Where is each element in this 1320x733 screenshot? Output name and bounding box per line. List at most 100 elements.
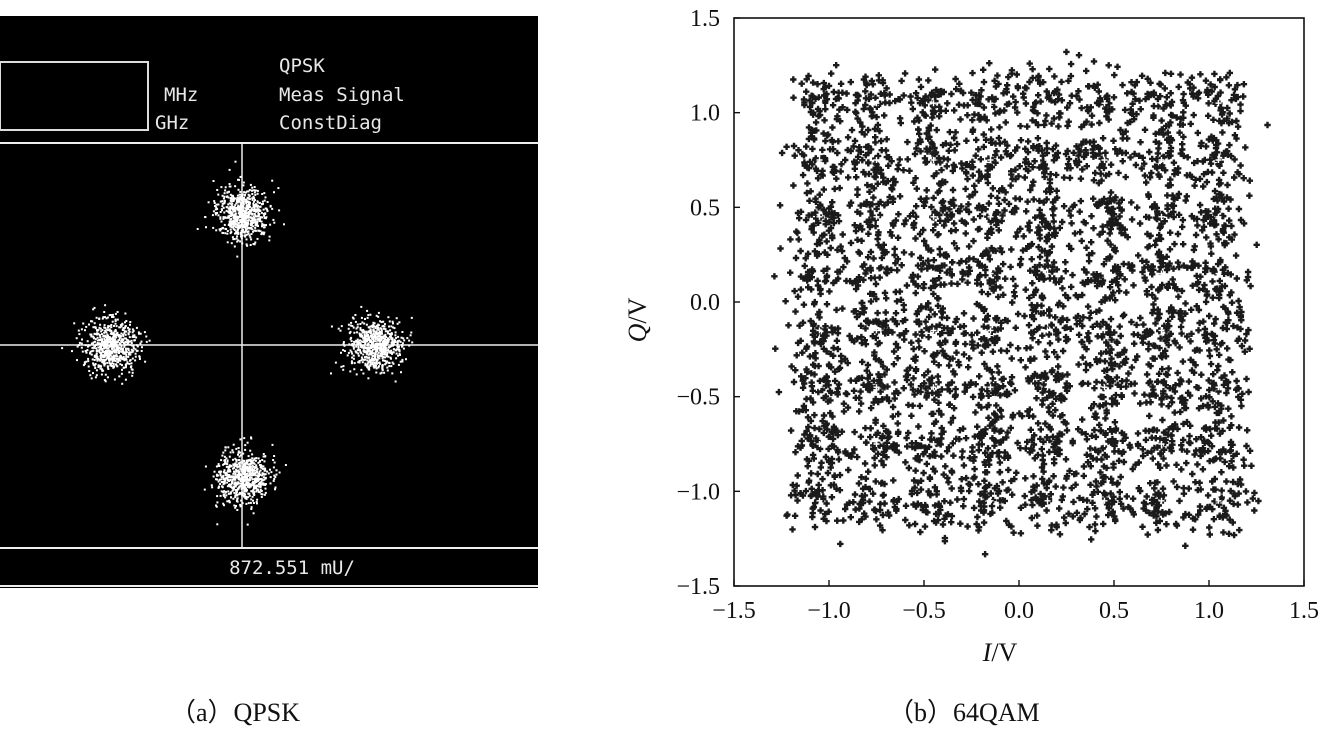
qam64-sample-point	[814, 282, 822, 289]
qpsk-sample-point	[360, 335, 363, 338]
qpsk-sample-point	[245, 490, 248, 493]
qam64-sample-point	[918, 434, 926, 441]
qam64-sample-point	[925, 313, 933, 321]
qam64-sample-point	[953, 245, 961, 252]
qam64-sample-point	[814, 81, 821, 88]
qpsk-sample-point	[387, 349, 390, 352]
qpsk-sample-point	[349, 324, 352, 327]
qpsk-sample-point	[238, 210, 241, 213]
qpsk-sample-point	[110, 332, 113, 335]
qam64-sample-point	[794, 472, 801, 479]
qam64-sample-point	[948, 485, 955, 492]
qam64-sample-point	[820, 337, 827, 345]
qpsk-sample-point	[261, 200, 264, 203]
qam64-sample-point	[909, 271, 917, 279]
qam64-sample-point	[827, 409, 834, 417]
qpsk-sample-point	[244, 211, 247, 214]
qpsk-sample-point	[251, 453, 254, 456]
qpsk-sample-point	[223, 199, 226, 202]
qam64-sample-point	[872, 223, 879, 230]
qam64-sample-point	[857, 388, 864, 395]
qpsk-sample-point	[375, 332, 378, 334]
qpsk-sample-point	[355, 351, 358, 354]
qpsk-sample-point	[143, 331, 146, 334]
qam64-sample-point	[994, 326, 1002, 333]
qpsk-sample-point	[371, 334, 374, 337]
qpsk-sample-point	[353, 342, 356, 345]
qam64-sample-point	[866, 218, 873, 226]
qam64-sample-point	[928, 203, 935, 211]
qpsk-sample-point	[373, 330, 376, 333]
qpsk-sample-point	[382, 337, 385, 340]
qam64-sample-point	[966, 487, 973, 495]
qam64-sample-point	[872, 134, 879, 141]
qpsk-sample-point	[230, 231, 233, 233]
qpsk-sample-point	[256, 498, 259, 501]
qpsk-sample-point	[347, 351, 350, 354]
analyzer-screen-bg	[0, 16, 538, 588]
qam64-sample-point	[889, 329, 896, 336]
qam64-sample-point	[917, 528, 924, 536]
qam64-sample-point	[873, 431, 880, 438]
qam64-sample-point	[926, 453, 933, 460]
qam64-sample-point	[944, 100, 951, 107]
qam64-sample-point	[941, 262, 948, 269]
qam64-sample-point	[1049, 412, 1057, 419]
qpsk-sample-point	[252, 499, 254, 502]
qam64-sample-point	[851, 428, 858, 436]
qpsk-sample-point	[393, 327, 396, 330]
qam64-sample-point	[1058, 496, 1065, 504]
qpsk-sample-point	[363, 333, 366, 336]
qpsk-sample-point	[357, 342, 360, 345]
qpsk-sample-point	[342, 368, 345, 371]
qpsk-sample-point	[222, 216, 225, 219]
qpsk-sample-point	[100, 358, 103, 361]
qpsk-sample-point	[241, 230, 244, 233]
qam64-sample-point	[814, 470, 821, 478]
qpsk-sample-point	[249, 183, 252, 186]
qpsk-sample-point	[227, 479, 229, 482]
qpsk-sample-point	[226, 485, 229, 488]
qam64-sample-point	[894, 267, 901, 274]
qam64-sample-point	[994, 363, 1001, 370]
qpsk-sample-point	[92, 336, 95, 339]
qpsk-sample-point	[234, 478, 236, 481]
qpsk-sample-point	[377, 311, 380, 314]
qpsk-sample-point	[242, 200, 245, 203]
qpsk-sample-point	[233, 482, 236, 485]
qpsk-sample-point	[226, 459, 229, 462]
qpsk-sample-point	[217, 214, 220, 217]
qam64-sample-point	[948, 280, 955, 287]
qpsk-sample-point	[247, 193, 250, 196]
qam64-sample-point	[970, 237, 977, 245]
qpsk-sample-point	[390, 351, 393, 354]
qpsk-sample-point	[245, 225, 248, 228]
qam64-sample-point	[945, 147, 952, 154]
qam64-sample-point	[949, 167, 956, 175]
qam64-sample-point	[801, 431, 808, 438]
qpsk-sample-point	[251, 218, 254, 221]
qpsk-sample-point	[350, 336, 353, 339]
qpsk-sample-point	[354, 340, 357, 343]
qpsk-sample-point	[368, 352, 371, 355]
qpsk-sample-point	[352, 317, 355, 320]
qam64-sample-point	[945, 362, 953, 369]
qpsk-sample-point	[232, 488, 235, 491]
qpsk-sample-point	[365, 330, 368, 333]
qpsk-sample-point	[271, 179, 274, 182]
qam64-sample-point	[857, 202, 864, 209]
qam64-sample-point	[1011, 387, 1019, 394]
qpsk-sample-point	[232, 497, 235, 500]
qam64-sample-point	[983, 117, 990, 124]
qpsk-sample-point	[388, 338, 391, 341]
qpsk-sample-point	[257, 225, 259, 227]
qpsk-sample-point	[225, 476, 228, 479]
qam64-sample-point	[991, 425, 998, 432]
qpsk-sample-point	[235, 447, 238, 450]
qam64-sample-point	[883, 136, 890, 143]
qam64-sample-point	[906, 167, 913, 174]
qam64-sample-point	[983, 469, 991, 476]
qam64-sample-point	[981, 113, 988, 120]
qpsk-sample-point	[103, 379, 106, 381]
qam64-sample-point	[881, 202, 888, 209]
